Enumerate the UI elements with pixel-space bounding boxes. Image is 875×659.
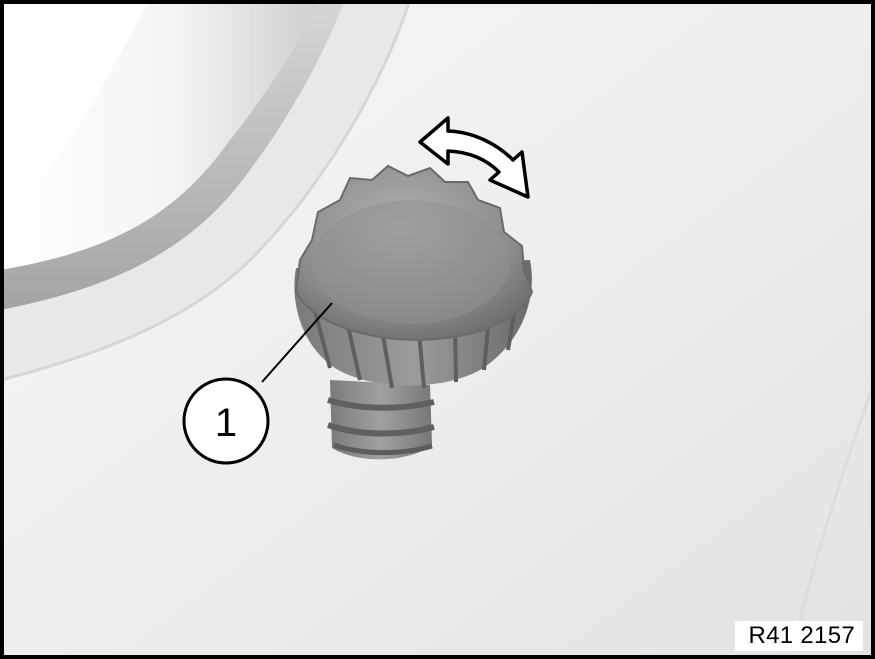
recess-slope bbox=[0, 0, 320, 270]
recess-lip-shadow bbox=[0, 0, 345, 310]
recess-inner bbox=[0, 0, 150, 220]
recess-edge-line bbox=[0, 0, 412, 382]
panel-edge-right bbox=[798, 379, 875, 621]
knurled-screw-icon bbox=[294, 164, 534, 460]
callout-marker: 1 bbox=[182, 377, 270, 465]
reference-code-label: R41 2157 bbox=[734, 621, 863, 651]
rotate-double-arrow-icon bbox=[418, 116, 530, 199]
callout-number: 1 bbox=[215, 401, 237, 445]
callout-leader-line bbox=[261, 302, 333, 383]
